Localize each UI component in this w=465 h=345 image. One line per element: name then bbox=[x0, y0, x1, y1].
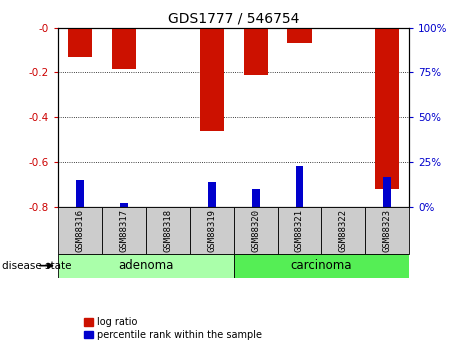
Bar bbox=[208, 182, 216, 207]
Bar bbox=[234, 254, 409, 278]
Bar bbox=[296, 166, 304, 207]
Bar bbox=[321, 207, 365, 254]
Text: carcinoma: carcinoma bbox=[291, 259, 352, 272]
Bar bbox=[112, 28, 136, 69]
Legend: log ratio, percentile rank within the sample: log ratio, percentile rank within the sa… bbox=[84, 317, 261, 340]
Bar bbox=[287, 28, 312, 43]
Text: disease state: disease state bbox=[2, 261, 72, 270]
Text: GSM88319: GSM88319 bbox=[207, 209, 216, 252]
Text: adenoma: adenoma bbox=[118, 259, 173, 272]
Bar bbox=[244, 28, 268, 75]
Bar bbox=[68, 28, 92, 57]
Bar bbox=[383, 177, 391, 207]
Bar bbox=[58, 207, 102, 254]
Bar bbox=[278, 207, 321, 254]
Bar bbox=[146, 207, 190, 254]
Text: GSM88316: GSM88316 bbox=[76, 209, 85, 252]
Title: GDS1777 / 546754: GDS1777 / 546754 bbox=[168, 11, 299, 25]
Text: GSM88320: GSM88320 bbox=[251, 209, 260, 252]
Text: GSM88321: GSM88321 bbox=[295, 209, 304, 252]
Bar bbox=[252, 189, 259, 207]
Bar bbox=[375, 28, 399, 189]
Bar bbox=[76, 180, 84, 207]
Bar bbox=[120, 204, 128, 207]
Bar bbox=[102, 207, 146, 254]
Text: GSM88322: GSM88322 bbox=[339, 209, 348, 252]
Bar bbox=[58, 254, 233, 278]
Text: GSM88323: GSM88323 bbox=[383, 209, 392, 252]
Text: GSM88317: GSM88317 bbox=[120, 209, 128, 252]
Text: GSM88318: GSM88318 bbox=[163, 209, 173, 252]
Bar bbox=[190, 207, 234, 254]
Bar bbox=[199, 28, 224, 131]
Bar bbox=[234, 207, 278, 254]
Bar bbox=[365, 207, 409, 254]
